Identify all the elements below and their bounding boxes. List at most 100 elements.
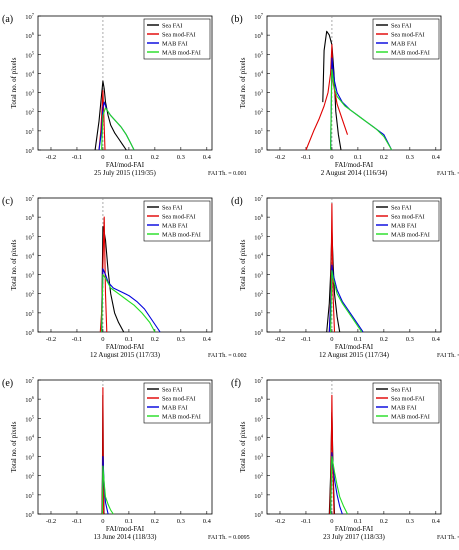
series-line-mab-mod-fai xyxy=(101,107,135,151)
threshold-label: FAI Th. = 0.0025 xyxy=(437,535,459,541)
y-axis-label: Total no. of pixels xyxy=(239,239,247,290)
y-tick-label: 102 xyxy=(25,290,34,299)
x-tick-label: 0.3 xyxy=(177,518,185,525)
legend-entry: MAB FAI xyxy=(162,223,188,230)
y-tick-label: 101 xyxy=(254,127,263,136)
y-tick-label: 104 xyxy=(254,251,264,260)
y-tick-label: 102 xyxy=(25,108,34,117)
y-axis-label: Total no. of pixels xyxy=(10,57,18,108)
y-tick-label: 105 xyxy=(254,232,264,241)
y-axis-label: Total no. of pixels xyxy=(10,239,18,290)
x-tick-label: -0.1 xyxy=(72,518,82,525)
x-tick-label: 0.2 xyxy=(151,336,159,343)
x-tick-label: 0.4 xyxy=(432,154,441,161)
panel-caption: 12 August 2015 (117/33) xyxy=(90,351,161,359)
legend-entry: Sea mod-FAI xyxy=(391,214,425,221)
x-tick-label: -0.1 xyxy=(301,518,311,525)
y-tick-exponent: 0 xyxy=(32,328,35,333)
panel-letter: (c) xyxy=(2,196,13,207)
y-tick-exponent: 3 xyxy=(261,271,264,276)
legend-entry: MAB mod-FAI xyxy=(162,232,201,239)
y-tick-label: 100 xyxy=(254,328,264,337)
y-tick-label: 106 xyxy=(25,31,35,40)
y-tick-exponent: 7 xyxy=(32,376,35,381)
y-tick-label: 104 xyxy=(254,69,264,78)
y-tick-label: 105 xyxy=(25,414,35,423)
x-tick-label: 0.4 xyxy=(203,336,212,343)
y-tick-exponent: 1 xyxy=(32,491,34,496)
x-axis-label: FAI/mod-FAI xyxy=(335,161,374,169)
legend-entry: Sea FAI xyxy=(162,205,182,212)
y-tick-exponent: 0 xyxy=(32,510,35,515)
y-tick-exponent: 2 xyxy=(32,472,34,477)
y-tick-exponent: 2 xyxy=(261,472,263,477)
x-tick-label: 0.1 xyxy=(354,336,362,343)
legend-entry: MAB FAI xyxy=(162,41,188,48)
y-tick-label: 106 xyxy=(25,213,35,222)
y-tick-label: 104 xyxy=(25,433,35,442)
y-tick-label: 103 xyxy=(25,453,35,462)
panel-letter: (f) xyxy=(231,378,241,389)
x-tick-label: 0.3 xyxy=(406,336,414,343)
y-tick-exponent: 6 xyxy=(32,213,35,218)
series-line-mab-fai xyxy=(101,268,161,333)
y-tick-label: 104 xyxy=(25,251,35,260)
y-tick-exponent: 5 xyxy=(32,50,35,55)
y-tick-exponent: 6 xyxy=(261,31,264,36)
y-tick-exponent: 4 xyxy=(261,69,264,74)
threshold-label: FAI Th. = 0.001 xyxy=(208,171,247,177)
legend-entry: MAB mod-FAI xyxy=(162,414,201,421)
legend-entry: MAB FAI xyxy=(162,405,188,412)
legend-entry: MAB mod-FAI xyxy=(391,50,430,57)
y-tick-label: 103 xyxy=(25,89,35,98)
legend-entry: MAB mod-FAI xyxy=(162,50,201,57)
y-tick-label: 100 xyxy=(254,510,264,519)
x-tick-label: 0 xyxy=(330,154,333,161)
legend-entry: MAB FAI xyxy=(391,405,417,412)
y-tick-exponent: 2 xyxy=(261,290,263,295)
y-tick-exponent: 7 xyxy=(32,12,35,17)
panel-letter: (e) xyxy=(2,378,13,389)
y-tick-exponent: 6 xyxy=(261,213,264,218)
panel-letter: (a) xyxy=(2,14,13,25)
x-axis-label: FAI/mod-FAI xyxy=(106,343,145,351)
x-tick-label: 0.2 xyxy=(380,336,388,343)
threshold-label: FAI Th. = 0.0016 xyxy=(437,171,459,177)
x-tick-label: 0.4 xyxy=(432,518,441,525)
y-tick-label: 101 xyxy=(254,491,263,500)
x-tick-label: 0.1 xyxy=(125,336,133,343)
threshold-label: FAI Th. = 0.0095 xyxy=(208,535,250,541)
legend-entry: MAB mod-FAI xyxy=(391,232,430,239)
y-tick-exponent: 2 xyxy=(32,290,34,295)
y-tick-label: 103 xyxy=(254,271,264,280)
panel-caption: 2 August 2014 (116/34) xyxy=(321,169,388,177)
x-tick-label: -0.2 xyxy=(46,518,56,525)
y-tick-label: 103 xyxy=(254,453,264,462)
legend-entry: Sea FAI xyxy=(391,387,411,394)
y-tick-exponent: 2 xyxy=(261,108,263,113)
y-tick-exponent: 7 xyxy=(261,12,264,17)
y-tick-exponent: 2 xyxy=(32,108,34,113)
y-tick-exponent: 3 xyxy=(261,89,264,94)
x-tick-label: 0 xyxy=(101,336,104,343)
y-tick-exponent: 3 xyxy=(32,453,35,458)
legend-entry: Sea mod-FAI xyxy=(391,32,425,39)
series-line-mab-mod-fai xyxy=(101,274,156,333)
y-tick-label: 105 xyxy=(25,50,35,59)
y-tick-label: 107 xyxy=(254,376,264,385)
y-axis-label: Total no. of pixels xyxy=(239,57,247,108)
x-tick-label: 0.4 xyxy=(203,518,212,525)
y-tick-exponent: 7 xyxy=(261,194,264,199)
y-tick-exponent: 4 xyxy=(261,251,264,256)
y-tick-label: 100 xyxy=(25,328,35,337)
x-tick-label: 0.3 xyxy=(406,154,414,161)
y-tick-label: 101 xyxy=(25,491,34,500)
x-tick-label: -0.2 xyxy=(275,518,285,525)
x-tick-label: -0.2 xyxy=(275,336,285,343)
x-tick-label: 0.2 xyxy=(151,518,159,525)
y-tick-exponent: 4 xyxy=(261,433,264,438)
x-tick-label: 0.1 xyxy=(125,518,133,525)
panel-caption: 13 June 2014 (118/33) xyxy=(94,533,158,541)
y-tick-exponent: 4 xyxy=(32,251,35,256)
